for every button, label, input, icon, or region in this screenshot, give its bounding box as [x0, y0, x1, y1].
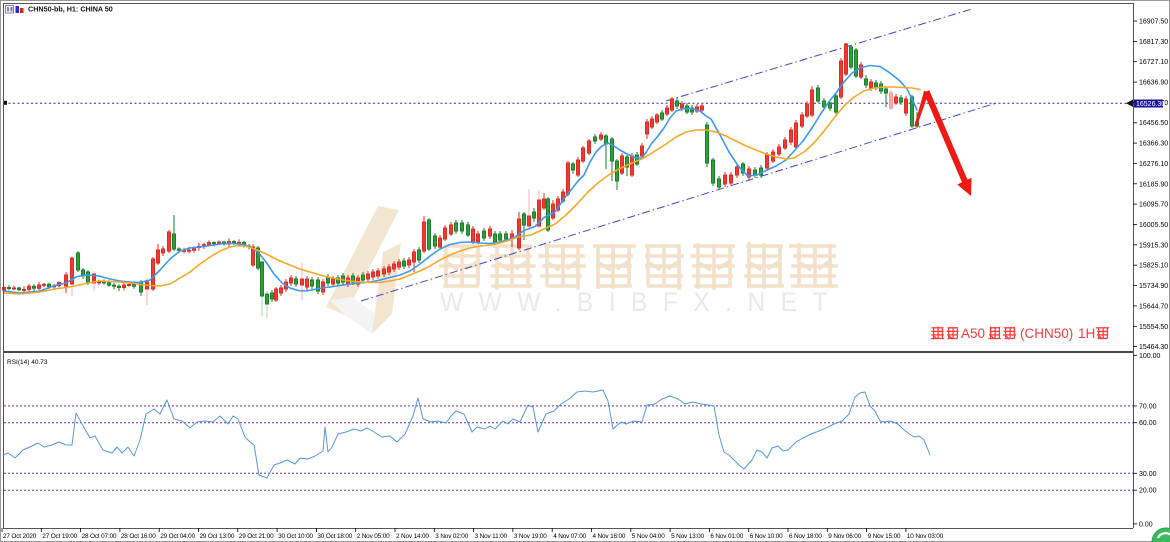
svg-text:16276.10: 16276.10	[1139, 161, 1168, 168]
svg-text:10 Nov 03:00: 10 Nov 03:00	[907, 533, 944, 540]
svg-text:28 Oct 16:00: 28 Oct 16:00	[121, 533, 156, 540]
svg-text:70.00: 70.00	[1139, 403, 1157, 410]
svg-text:15915.30: 15915.30	[1139, 242, 1168, 249]
svg-text:A50: A50	[961, 326, 985, 341]
svg-text:20.00: 20.00	[1139, 488, 1157, 495]
svg-text:6 Nov 01:00: 6 Nov 01:00	[710, 533, 743, 540]
svg-text:16817.30: 16817.30	[1139, 39, 1168, 46]
svg-text:100.00: 100.00	[1139, 353, 1161, 360]
svg-text:15554.50: 15554.50	[1139, 324, 1168, 331]
svg-text:28 Oct 07:00: 28 Oct 07:00	[82, 533, 117, 540]
svg-text:(CHN50): (CHN50)	[1020, 326, 1073, 341]
svg-text:1H: 1H	[1078, 326, 1095, 341]
svg-text:4 Nov 16:00: 4 Nov 16:00	[593, 533, 626, 540]
svg-text:9 Nov 06:00: 9 Nov 06:00	[828, 533, 861, 540]
svg-text:16456.50: 16456.50	[1139, 120, 1168, 127]
svg-text:16366.30: 16366.30	[1139, 141, 1168, 148]
svg-text:16526.30: 16526.30	[1136, 101, 1165, 108]
svg-text:3 Nov 19:00: 3 Nov 19:00	[514, 533, 547, 540]
svg-text:5 Nov 13:00: 5 Nov 13:00	[671, 533, 704, 540]
svg-text:2 Nov 05:00: 2 Nov 05:00	[357, 533, 390, 540]
svg-text:16727.10: 16727.10	[1139, 59, 1168, 66]
svg-text:WWW.BIBFX.NET: WWW.BIBFX.NET	[440, 287, 843, 317]
svg-text:15644.70: 15644.70	[1139, 303, 1168, 310]
svg-text:16095.70: 16095.70	[1139, 202, 1168, 209]
svg-text:9 Nov 15:00: 9 Nov 15:00	[868, 533, 901, 540]
svg-text:30.00: 30.00	[1139, 471, 1157, 478]
svg-text:30 Oct 10:00: 30 Oct 10:00	[278, 533, 313, 540]
svg-text:15734.90: 15734.90	[1139, 283, 1168, 290]
svg-text:6 Nov 18:00: 6 Nov 18:00	[789, 533, 822, 540]
svg-text:3 Nov 02:00: 3 Nov 02:00	[435, 533, 468, 540]
svg-text:3 Nov 11:00: 3 Nov 11:00	[475, 533, 508, 540]
svg-text:4 Nov 07:00: 4 Nov 07:00	[553, 533, 586, 540]
svg-text:6 Nov 10:00: 6 Nov 10:00	[750, 533, 783, 540]
svg-text:16636.90: 16636.90	[1139, 80, 1168, 87]
svg-text:15464.30: 15464.30	[1139, 344, 1168, 351]
svg-text:29 Oct 04:00: 29 Oct 04:00	[160, 533, 195, 540]
svg-text:5 Nov 04:00: 5 Nov 04:00	[632, 533, 665, 540]
svg-text:CHN50-bb, H1: CHINA 50: CHN50-bb, H1: CHINA 50	[28, 5, 113, 14]
svg-text:16185.90: 16185.90	[1139, 181, 1168, 188]
svg-text:16907.50: 16907.50	[1139, 19, 1168, 26]
svg-text:27 Oct 19:00: 27 Oct 19:00	[42, 533, 77, 540]
svg-text:2 Nov 14:00: 2 Nov 14:00	[396, 533, 429, 540]
svg-text:0.00: 0.00	[1139, 521, 1153, 528]
svg-text:15825.10: 15825.10	[1139, 263, 1168, 270]
svg-text:16005.50: 16005.50	[1139, 222, 1168, 229]
svg-text:27 Oct 2020: 27 Oct 2020	[3, 533, 37, 540]
svg-text:29 Oct 21:00: 29 Oct 21:00	[239, 533, 274, 540]
svg-text:RSI(14) 40.73: RSI(14) 40.73	[7, 359, 48, 366]
svg-text:60.00: 60.00	[1139, 420, 1157, 427]
svg-text:30 Oct 18:00: 30 Oct 18:00	[317, 533, 352, 540]
svg-text:29 Oct 13:00: 29 Oct 13:00	[200, 533, 235, 540]
